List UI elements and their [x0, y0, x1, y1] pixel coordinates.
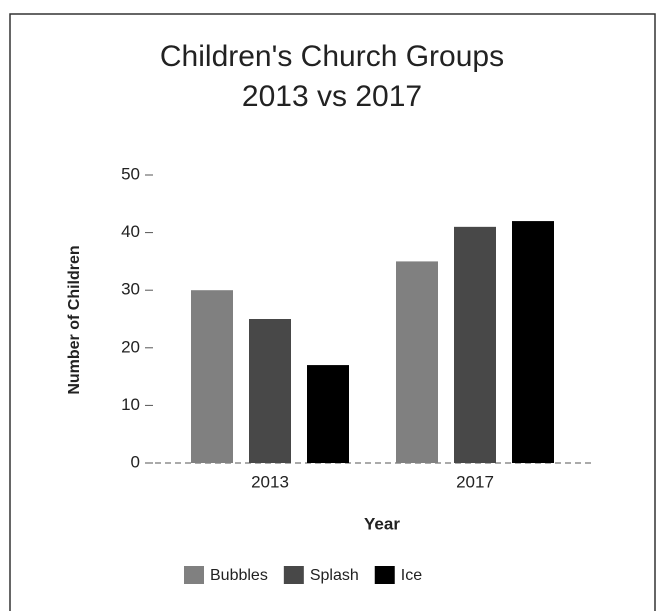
chart-title: Children's Church Groups: [160, 40, 504, 73]
y-tick-label: 20: [121, 337, 140, 356]
legend-swatch: [374, 566, 395, 584]
legend-label: Ice: [401, 567, 422, 584]
legend-swatch: [184, 566, 204, 584]
y-tick-label: 50: [121, 164, 140, 183]
legend-label: Bubbles: [210, 567, 268, 584]
y-axis-label: Number of Children: [66, 245, 83, 394]
x-tick-label: 2017: [456, 472, 494, 491]
bar: [249, 319, 291, 463]
legend-swatch: [283, 566, 304, 584]
bar: [307, 365, 349, 463]
y-tick-label: 40: [121, 222, 140, 241]
bar: [512, 221, 554, 463]
bar: [396, 261, 438, 463]
y-tick-label: 10: [121, 395, 140, 414]
y-tick-label: 0: [131, 452, 140, 471]
x-tick-label: 2013: [251, 472, 289, 491]
bar: [454, 226, 496, 463]
chart-subtitle: 2013 vs 2017: [242, 80, 422, 113]
legend-label: Splash: [310, 567, 359, 584]
x-axis-label: Year: [364, 514, 400, 533]
bar: [191, 290, 233, 463]
y-tick-label: 30: [121, 280, 140, 299]
